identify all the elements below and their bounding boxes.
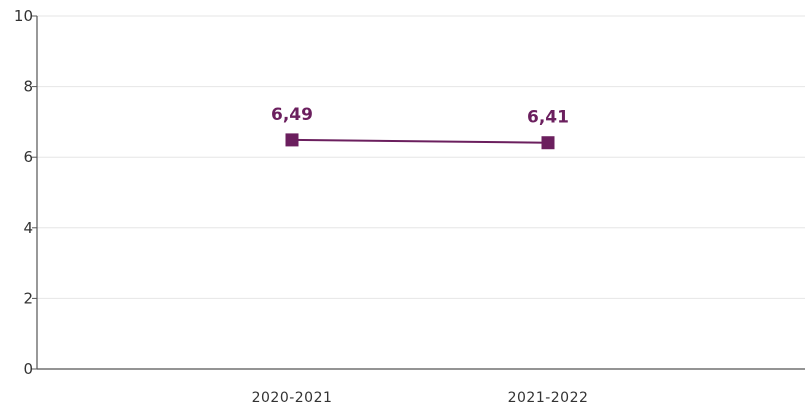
y-tick-label: 10 [14,7,33,25]
y-tick-label: 8 [23,78,33,96]
y-tick-labels: 0 2 4 6 8 10 [14,7,37,378]
y-tick-label: 6 [23,148,33,166]
y-tick-label: 0 [23,360,33,378]
data-label: 6,49 [271,105,313,125]
x-tick-labels: 2020-2021 2021-2022 [252,390,589,406]
series: 6,49 6,41 [271,105,569,150]
data-point [541,136,555,150]
y-tick-label: 2 [23,289,33,307]
axes [36,16,805,370]
data-point [285,133,299,147]
x-tick-label: 2021-2022 [508,390,589,406]
data-label: 6,41 [527,108,569,128]
y-tick-label: 4 [23,219,33,237]
grid-lines [37,15,805,299]
series-line [291,138,549,144]
x-tick-label: 2020-2021 [252,390,333,406]
